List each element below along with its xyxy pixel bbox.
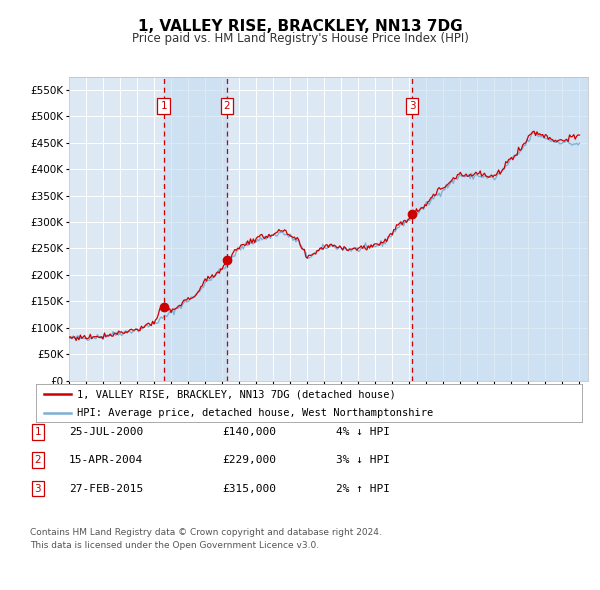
Text: 25-JUL-2000: 25-JUL-2000 bbox=[69, 427, 143, 437]
Text: 2: 2 bbox=[224, 101, 230, 111]
Text: 3: 3 bbox=[34, 484, 41, 493]
Text: Price paid vs. HM Land Registry's House Price Index (HPI): Price paid vs. HM Land Registry's House … bbox=[131, 32, 469, 45]
Text: 3% ↓ HPI: 3% ↓ HPI bbox=[336, 455, 390, 465]
Text: 27-FEB-2015: 27-FEB-2015 bbox=[69, 484, 143, 493]
Text: 2: 2 bbox=[34, 455, 41, 465]
Text: 3: 3 bbox=[409, 101, 415, 111]
Text: 4% ↓ HPI: 4% ↓ HPI bbox=[336, 427, 390, 437]
Text: 1: 1 bbox=[34, 427, 41, 437]
Text: £140,000: £140,000 bbox=[222, 427, 276, 437]
Text: 1, VALLEY RISE, BRACKLEY, NN13 7DG: 1, VALLEY RISE, BRACKLEY, NN13 7DG bbox=[137, 19, 463, 34]
Text: 15-APR-2004: 15-APR-2004 bbox=[69, 455, 143, 465]
Text: 1, VALLEY RISE, BRACKLEY, NN13 7DG (detached house): 1, VALLEY RISE, BRACKLEY, NN13 7DG (deta… bbox=[77, 389, 396, 399]
Text: 2% ↑ HPI: 2% ↑ HPI bbox=[336, 484, 390, 493]
Text: 1: 1 bbox=[160, 101, 167, 111]
Text: £229,000: £229,000 bbox=[222, 455, 276, 465]
Text: HPI: Average price, detached house, West Northamptonshire: HPI: Average price, detached house, West… bbox=[77, 408, 433, 418]
Bar bbox=[412, 77, 588, 381]
Bar bbox=[164, 77, 227, 381]
Text: This data is licensed under the Open Government Licence v3.0.: This data is licensed under the Open Gov… bbox=[30, 541, 319, 550]
Text: £315,000: £315,000 bbox=[222, 484, 276, 493]
Text: Contains HM Land Registry data © Crown copyright and database right 2024.: Contains HM Land Registry data © Crown c… bbox=[30, 528, 382, 537]
